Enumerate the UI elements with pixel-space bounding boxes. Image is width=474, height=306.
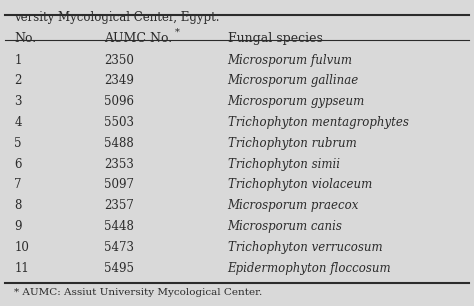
Text: *: *	[174, 28, 179, 37]
Text: AUMC No.: AUMC No.	[104, 32, 173, 45]
Text: Trichophyton violaceum: Trichophyton violaceum	[228, 178, 372, 191]
Text: versity Mycological Center, Egypt.: versity Mycological Center, Egypt.	[14, 11, 220, 24]
Text: 5096: 5096	[104, 95, 134, 108]
Text: 2: 2	[14, 74, 22, 87]
Text: 10: 10	[14, 241, 29, 254]
Text: 9: 9	[14, 220, 22, 233]
Text: 2353: 2353	[104, 158, 134, 170]
Text: Epidermophyton floccosum: Epidermophyton floccosum	[228, 262, 391, 274]
Text: Microsporum gallinae: Microsporum gallinae	[228, 74, 359, 87]
Text: Fungal species: Fungal species	[228, 32, 322, 45]
Text: 5: 5	[14, 137, 22, 150]
Text: Trichophyton verrucosum: Trichophyton verrucosum	[228, 241, 382, 254]
Text: Microsporum gypseum: Microsporum gypseum	[228, 95, 365, 108]
Text: Trichophyton simii: Trichophyton simii	[228, 158, 339, 170]
Text: Trichophyton rubrum: Trichophyton rubrum	[228, 137, 356, 150]
Text: Microsporum praecox: Microsporum praecox	[228, 199, 359, 212]
Text: 4: 4	[14, 116, 22, 129]
Text: 5448: 5448	[104, 220, 134, 233]
Text: 5503: 5503	[104, 116, 134, 129]
Text: Microsporum fulvum: Microsporum fulvum	[228, 54, 353, 66]
Text: 5495: 5495	[104, 262, 134, 274]
Text: 2349: 2349	[104, 74, 134, 87]
Text: 7: 7	[14, 178, 22, 191]
Text: 2357: 2357	[104, 199, 134, 212]
Text: 5473: 5473	[104, 241, 134, 254]
Text: 11: 11	[14, 262, 29, 274]
Text: 6: 6	[14, 158, 22, 170]
Text: 2350: 2350	[104, 54, 134, 66]
Text: 8: 8	[14, 199, 22, 212]
Text: * AUMC: Assiut University Mycological Center.: * AUMC: Assiut University Mycological Ce…	[14, 289, 263, 297]
Text: 5097: 5097	[104, 178, 134, 191]
Text: Trichophyton mentagrophytes: Trichophyton mentagrophytes	[228, 116, 409, 129]
Text: 1: 1	[14, 54, 22, 66]
Text: 5488: 5488	[104, 137, 134, 150]
Text: No.: No.	[14, 32, 36, 45]
Text: 3: 3	[14, 95, 22, 108]
Text: Microsporum canis: Microsporum canis	[228, 220, 342, 233]
